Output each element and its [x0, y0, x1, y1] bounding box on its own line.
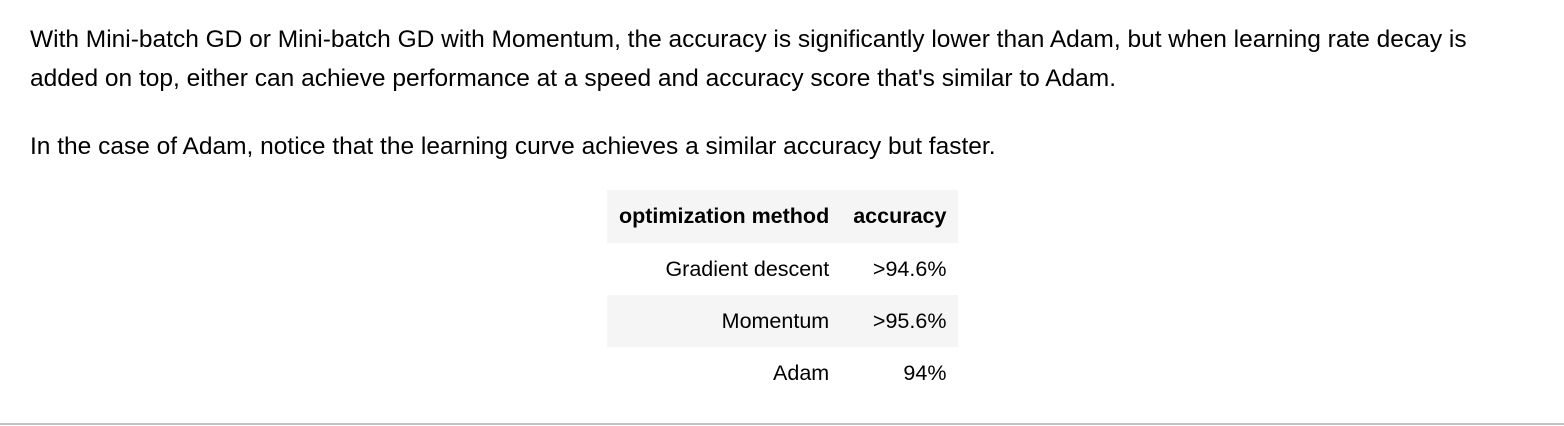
table-row: Gradient descent >94.6% [607, 243, 958, 295]
paragraph-adam-note: In the case of Adam, notice that the lea… [30, 133, 996, 160]
header-accuracy: accuracy [841, 190, 959, 243]
method-cell: Gradient descent [665, 256, 830, 281]
header-optimization-method: optimization method [607, 190, 842, 243]
markdown-cell: With Mini-batch GD or Mini-batch GD with… [30, 20, 1540, 166]
cell-divider [0, 423, 1564, 425]
results-table-wrapper: optimization method accuracy Gradient de… [607, 190, 959, 399]
accuracy-cell: >95.6% [841, 295, 959, 347]
results-table: optimization method accuracy Gradient de… [607, 190, 959, 399]
method-cell: Adam [773, 360, 830, 385]
accuracy-cell: 94% [903, 360, 947, 385]
table-row: Adam 94% [607, 347, 958, 399]
table-header-row: optimization method accuracy [607, 190, 959, 243]
method-cell: Momentum [607, 295, 842, 347]
table-row: Momentum >95.6% [607, 295, 959, 347]
accuracy-cell: >94.6% [872, 256, 947, 281]
paragraph-learning-rate-decay: With Mini-batch GD or Mini-batch GD with… [30, 26, 1467, 92]
